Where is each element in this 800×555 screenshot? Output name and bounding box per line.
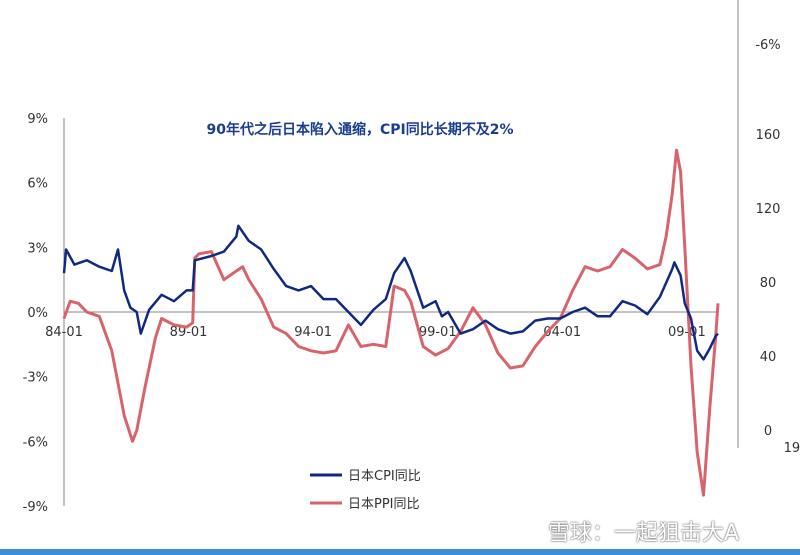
y-tick-label: -3% <box>23 371 48 386</box>
x-tick-label: 84-01 <box>45 325 83 340</box>
right-axis-tick-label: 160 <box>756 128 781 143</box>
ppi-series-line <box>62 148 720 497</box>
cpi-series-line <box>62 224 719 361</box>
right-axis-tick-label: 0 <box>764 424 772 439</box>
right-axis-tick-label: 80 <box>760 276 777 291</box>
x-tick-label: 09-01 <box>668 325 706 340</box>
legend-label-ppi: 日本PPI同比 <box>348 497 420 512</box>
legend: 日本CPI同比 日本PPI同比 <box>310 469 421 512</box>
watermark: 雪球：一起狙击大A <box>548 521 740 546</box>
bottom-bar <box>0 549 800 555</box>
y-tick-label: -6% <box>23 435 48 450</box>
legend-label-cpi: 日本CPI同比 <box>348 469 421 484</box>
x-tick-label: 04-01 <box>543 325 581 340</box>
y-tick-labels: 9% 6% 3% 0% -3% -6% -9% <box>23 112 48 515</box>
right-axis-tick-label: 40 <box>760 350 777 365</box>
y-tick-label: 9% <box>27 112 48 127</box>
y-tick-label: 3% <box>27 241 48 256</box>
chart-title: 90年代之后日本陷入通缩，CPI同比长期不及2% <box>207 121 514 138</box>
right-axis-tick-labels: -6% 160 120 80 40 0 196 <box>755 38 800 456</box>
x-tick-label: 89-01 <box>170 325 208 340</box>
x-tick-label: 99-01 <box>419 325 457 340</box>
right-axis-tick-label: -6% <box>755 38 780 53</box>
right-axis-tick-label: 120 <box>756 202 781 217</box>
x-tick-label: 94-01 <box>294 325 332 340</box>
x-tick-labels: 84-01 89-01 94-01 99-01 04-01 09-01 <box>45 325 706 340</box>
y-tick-label: 6% <box>27 177 48 192</box>
right-axis-x-tick-label: 196 <box>784 441 800 456</box>
y-tick-label: 0% <box>27 306 48 321</box>
y-tick-label: -9% <box>23 500 48 515</box>
